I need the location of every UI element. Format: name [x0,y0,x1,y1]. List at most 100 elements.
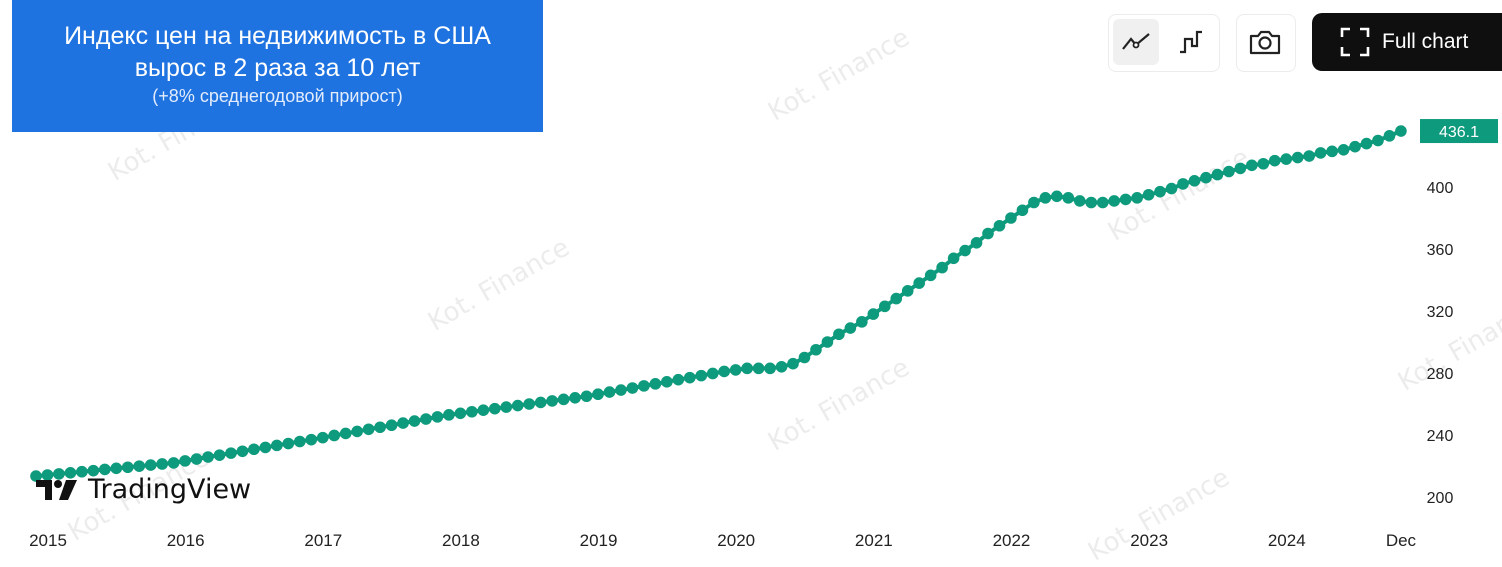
data-point [167,457,180,469]
data-point [1303,150,1315,162]
data-point [844,322,857,334]
title-line-2: вырос в 2 раза за 10 лет [134,54,421,82]
data-point [1085,196,1098,209]
screenshot-group [1236,14,1296,72]
data-point [580,390,593,403]
data-point [30,470,42,482]
data-point [259,441,272,454]
data-point [144,459,157,471]
x-tick-label: 2020 [717,531,755,550]
data-point [867,308,880,320]
line-style-button[interactable] [1113,19,1159,65]
data-point [798,351,811,364]
x-axis: 2015 2016 2017 2018 2019 2020 2021 2022 2023 2024… [29,531,1416,550]
data-point [821,336,834,348]
series-points [30,125,1407,482]
screenshot-button[interactable] [1242,19,1288,65]
data-point [683,371,696,384]
data-point [282,437,295,450]
x-tick-label: Dec [1386,531,1417,550]
line-chart-icon [1122,33,1150,50]
data-point [1257,157,1270,170]
data-point [569,392,581,404]
data-point [1211,168,1224,181]
data-point [53,468,65,480]
data-point [213,449,226,461]
data-point [1326,145,1338,158]
data-point [878,300,891,313]
data-point [489,402,501,415]
data-point [431,411,444,423]
data-point [970,237,983,249]
data-point [1062,192,1075,204]
data-point [1039,192,1052,204]
data-point [443,409,455,421]
data-point [1016,204,1029,217]
data-point [718,365,730,378]
x-tick-label: 2019 [580,531,618,550]
data-point [1165,182,1178,195]
step-style-button[interactable] [1167,19,1213,65]
data-point [374,421,386,434]
data-point [76,465,88,478]
data-point [1177,178,1189,190]
y-tick-label: 280 [1427,366,1454,383]
data-point [741,362,753,375]
x-tick-label: 2021 [855,531,893,550]
data-point [890,292,903,305]
data-point [523,398,536,410]
data-point [913,277,925,289]
x-tick-label: 2023 [1130,531,1168,550]
data-point [901,285,914,297]
data-point [316,431,329,444]
step-line-icon [1180,30,1202,54]
data-point [202,451,214,463]
data-point [924,269,937,282]
data-point [236,445,249,458]
data-point [397,417,409,429]
data-point [1383,130,1396,142]
x-tick-label: 2018 [442,531,480,550]
data-point [1005,212,1017,224]
data-point [661,376,673,388]
full-chart-button[interactable]: Full chart [1312,13,1502,71]
data-point [1314,147,1327,159]
tradingview-logo[interactable]: TradingView [36,474,251,505]
y-tick-label: 200 [1427,490,1454,507]
data-point [305,433,318,446]
title-line-1: Индекс цен на недвижимость в США [64,22,491,50]
data-point [1108,195,1120,207]
data-point [947,252,960,265]
data-point [1395,125,1407,137]
data-point [1223,165,1235,178]
data-point [1360,137,1373,150]
fullscreen-icon [1340,27,1370,57]
y-tick-label: 320 [1427,304,1454,321]
data-point [339,427,352,440]
data-point [1142,188,1155,201]
data-point [775,361,788,373]
last-value-label: 436.1 [1420,119,1498,144]
data-point [752,362,765,375]
data-point [1234,162,1247,175]
data-point [1349,140,1361,153]
data-point [626,382,639,394]
x-tick-label: 2024 [1268,531,1306,550]
data-point [615,384,627,396]
data-point [225,447,237,459]
data-point [99,463,111,476]
y-axis: 200 240 280 320 360 400 [1427,180,1454,507]
data-point [454,407,467,420]
tradingview-logo-text: TradingView [88,474,252,505]
data-point [190,453,203,465]
chart-title-banner: Индекс цен на недвижимость в США вырос в… [12,0,543,132]
y-tick-label: 240 [1427,428,1454,445]
data-point [121,461,134,474]
data-point [1119,193,1132,206]
data-point [1280,153,1293,165]
data-point [179,455,191,467]
x-tick-label: 2016 [167,531,205,550]
data-point [64,467,77,479]
y-tick-label: 400 [1427,180,1454,197]
